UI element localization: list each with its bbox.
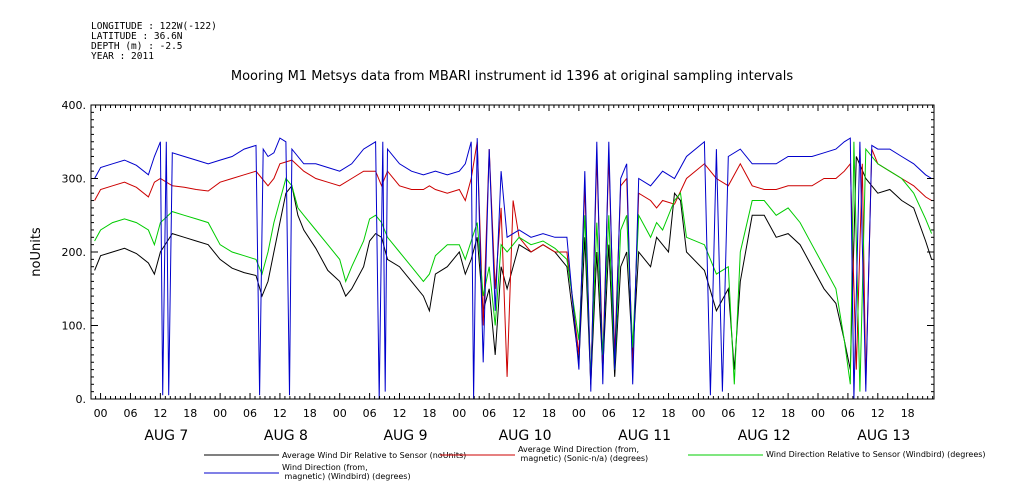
series-line-1 <box>94 156 933 385</box>
x-hour-label: 12 <box>153 407 167 420</box>
x-hour-label: 06 <box>602 407 616 420</box>
longitude-label: LONGITUDE : 122W(-122) <box>91 21 217 32</box>
y-axis-label: noUnits <box>29 227 44 277</box>
legend: Average Wind Dir Relative to Sensor (noU… <box>204 445 986 481</box>
legend-label-4: Wind Direction (from, magnetic) (Windbir… <box>282 463 411 481</box>
x-day-label: AUG 9 <box>383 428 427 444</box>
x-hour-label: 12 <box>512 407 526 420</box>
x-hour-label: 18 <box>542 407 556 420</box>
plot-frame <box>90 104 935 400</box>
x-day-label: AUG 11 <box>618 428 671 444</box>
x-hour-label: 06 <box>123 407 137 420</box>
series-line-2 <box>94 141 932 385</box>
x-hour-label: 18 <box>422 407 436 420</box>
x-day-label: AUG 7 <box>144 428 188 444</box>
y-tick-label: 0. <box>76 393 87 406</box>
x-hour-label: 18 <box>901 407 915 420</box>
x-hour-label: 00 <box>811 407 825 420</box>
series-line-4 <box>94 137 932 400</box>
latitude-label: LATITUDE : 36.6N <box>91 31 183 42</box>
x-hour-label: 00 <box>452 407 466 420</box>
x-hour-label: 18 <box>781 407 795 420</box>
x-hour-label: 00 <box>213 407 227 420</box>
x-hour-label: 12 <box>751 407 765 420</box>
legend-label-1: Average Wind Dir Relative to Sensor (noU… <box>282 451 466 460</box>
x-hour-label: 06 <box>482 407 496 420</box>
x-hour-label: 06 <box>363 407 377 420</box>
x-day-label: AUG 10 <box>499 428 552 444</box>
x-hour-label: 12 <box>632 407 646 420</box>
x-hour-label: 12 <box>871 407 885 420</box>
y-tick-label: 200. <box>62 246 87 259</box>
x-hour-label: 12 <box>273 407 287 420</box>
legend-label-2: Average Wind Direction (from, magnetic) … <box>518 445 648 463</box>
x-hour-label: 18 <box>662 407 676 420</box>
x-hour-label: 00 <box>691 407 705 420</box>
x-hour-label: 18 <box>183 407 197 420</box>
legend-label-3: Wind Direction Relative to Sensor (Windb… <box>766 450 986 459</box>
x-day-label: AUG 12 <box>738 428 791 444</box>
x-hour-label: 18 <box>303 407 317 420</box>
x-hour-label: 06 <box>841 407 855 420</box>
x-day-label: AUG 13 <box>857 428 910 444</box>
x-day-label: AUG 8 <box>264 428 308 444</box>
x-hour-label: 00 <box>572 407 586 420</box>
x-hour-label: 06 <box>721 407 735 420</box>
y-tick-label: 400. <box>62 99 87 112</box>
depth-label: DEPTH (m) : -2.5 <box>91 41 183 52</box>
x-hour-label: 00 <box>333 407 347 420</box>
x-hour-label: 06 <box>243 407 257 420</box>
y-tick-label: 100. <box>62 320 87 333</box>
series-layer <box>94 137 933 400</box>
y-tick-label: 300. <box>62 173 87 186</box>
series-line-3 <box>94 141 933 392</box>
chart-title: Mooring M1 Metsys data from MBARI instru… <box>231 69 793 84</box>
x-hour-label: 12 <box>393 407 407 420</box>
year-label: YEAR : 2011 <box>91 51 154 62</box>
axes-layer: 0. 100. 200. 300. 400. 00 06 12 18 AUG 7 00 06 12 18 A… <box>62 99 934 444</box>
x-hour-label: 00 <box>94 407 108 420</box>
